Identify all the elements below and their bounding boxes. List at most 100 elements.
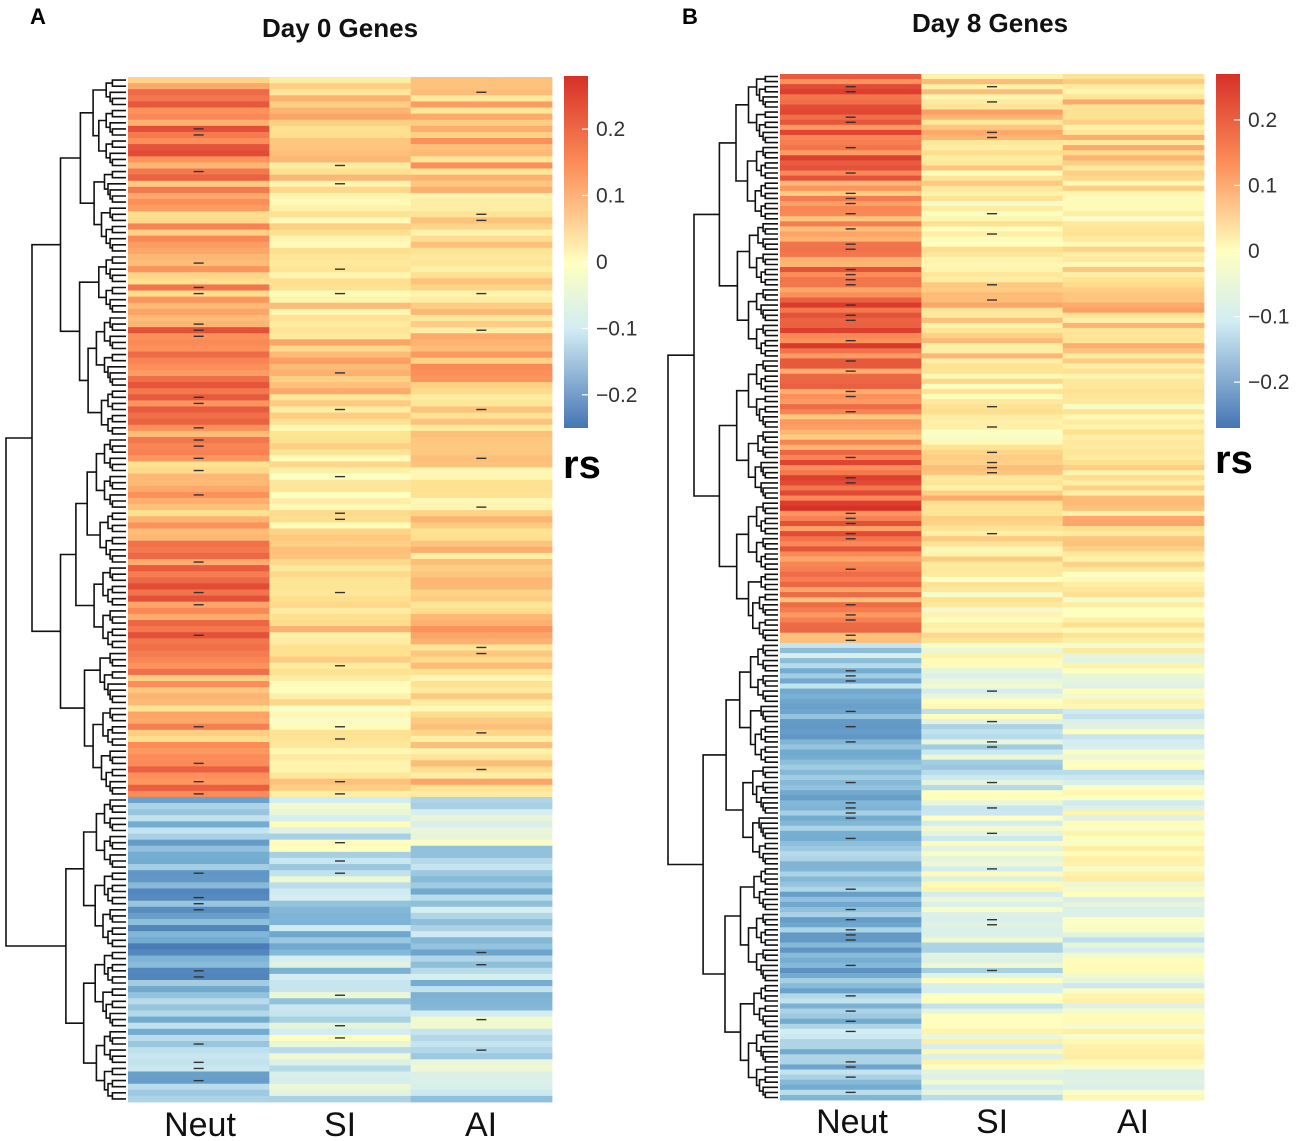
dendrogram-branch [111, 390, 126, 399]
heatmap-cell [269, 394, 412, 401]
dendrogram-branch [100, 399, 108, 426]
dendrogram-branch [764, 786, 778, 794]
heatmap-cell [921, 673, 1064, 679]
dendrogram-branch [755, 1034, 764, 1052]
heatmap-cell [921, 901, 1064, 908]
heatmap-cell [921, 622, 1064, 629]
heatmap-cell [1062, 678, 1205, 684]
dendrogram-branch [764, 1005, 778, 1012]
heatmap-cell [1062, 124, 1205, 131]
dendrogram-branch [755, 953, 764, 971]
heatmap-cell [780, 297, 922, 303]
heatmap-cell [1062, 439, 1205, 446]
heatmap-cell [1062, 282, 1205, 288]
heatmap-cell [269, 546, 412, 554]
heatmap-cell [269, 424, 412, 432]
heatmap-cell [410, 369, 553, 377]
heatmap-cell [921, 155, 1064, 161]
heatmap-cell [921, 724, 1064, 730]
heatmap-cell [1062, 414, 1205, 420]
dendrogram-branch [764, 974, 778, 982]
heatmap-cell [1062, 749, 1205, 756]
dendrogram-branch [736, 250, 750, 321]
heatmap-cell [128, 839, 270, 847]
heatmap-cell [921, 703, 1064, 710]
heatmap-cell [780, 546, 922, 552]
heatmap-cell [921, 1049, 1064, 1055]
heatmap-cell [128, 583, 270, 590]
heatmap-cell [269, 253, 412, 261]
dendrogram-branch [755, 292, 764, 311]
heatmap-cell [410, 754, 553, 761]
heatmap-cell [921, 150, 1064, 156]
heatmap-cell [1062, 409, 1205, 415]
heatmap-cell [780, 424, 922, 430]
heatmap-cell [921, 912, 1064, 918]
heatmap-cell [921, 358, 1064, 364]
heatmap-cell [269, 620, 412, 627]
dendrogram-branch [103, 443, 111, 464]
heatmap-cell [1062, 302, 1205, 309]
dendrogram-branch [764, 1020, 778, 1028]
heatmap-cell [780, 851, 922, 857]
heatmap-cell [128, 534, 270, 542]
heatmap-cell [780, 978, 922, 984]
heatmap-cell [1062, 891, 1205, 898]
dendrogram-branch [111, 787, 126, 795]
heatmap-cell [921, 393, 1064, 400]
heatmap-cell [921, 932, 1064, 938]
heatmap-cell [410, 894, 553, 902]
heatmap-cell [128, 766, 270, 773]
dendrogram-branch [103, 1035, 111, 1056]
heatmap-cell [780, 99, 922, 105]
heatmap-cell [780, 79, 922, 85]
heatmap-cell [269, 125, 412, 133]
heatmap-cell [410, 735, 553, 743]
dendrogram-branch [111, 512, 126, 521]
heatmap-cell [410, 199, 553, 206]
heatmap-cell [1062, 287, 1205, 293]
dendrogram-branch [764, 583, 778, 591]
heatmap-cell [921, 1069, 1064, 1075]
heatmap-cell [921, 541, 1064, 547]
heatmap-cell [1062, 896, 1205, 903]
dendrogram-branch [111, 1092, 126, 1100]
dendrogram-branch [111, 860, 126, 868]
heatmap-cell [269, 1065, 412, 1072]
heatmap-cell [128, 565, 270, 572]
heatmap-cell [1062, 653, 1205, 659]
heatmap-cell [1062, 708, 1205, 715]
heatmap-cell [780, 470, 922, 476]
heatmap-cell [921, 1044, 1064, 1050]
dendrogram-branch [111, 738, 126, 746]
heatmap-cell [128, 754, 270, 761]
heatmap-cell [780, 967, 922, 974]
heatmap-cell [1062, 378, 1205, 385]
heatmap-cell [128, 180, 270, 188]
heatmap-cell [128, 339, 270, 346]
heatmap-cell [1062, 348, 1205, 354]
heatmap-cell [128, 717, 270, 725]
heatmap-cell [780, 439, 922, 446]
heatmap-cell [269, 144, 412, 151]
heatmap-cell [128, 497, 270, 505]
dendrogram-branch [111, 988, 126, 996]
heatmap-cell [1062, 515, 1205, 522]
heatmap-cell [780, 587, 922, 593]
dendrogram-branch [764, 101, 778, 108]
dendrogram-branch [764, 1056, 778, 1063]
heatmap-cell [1062, 627, 1205, 634]
heatmap-cell [921, 1074, 1064, 1081]
dendrogram-branch [111, 341, 126, 350]
heatmap-cell [410, 339, 553, 346]
heatmap-cell [410, 345, 553, 352]
heatmap-cell [128, 95, 270, 102]
heatmap-cell [1062, 89, 1205, 95]
dendrogram-branch [111, 244, 126, 252]
heatmap-cell [780, 495, 922, 502]
heatmap-cell [921, 327, 1064, 334]
heatmap-cell [1062, 744, 1205, 750]
heatmap-cell [921, 947, 1064, 954]
dendrogram-branch [764, 725, 778, 733]
heatmap-cell [410, 955, 553, 963]
